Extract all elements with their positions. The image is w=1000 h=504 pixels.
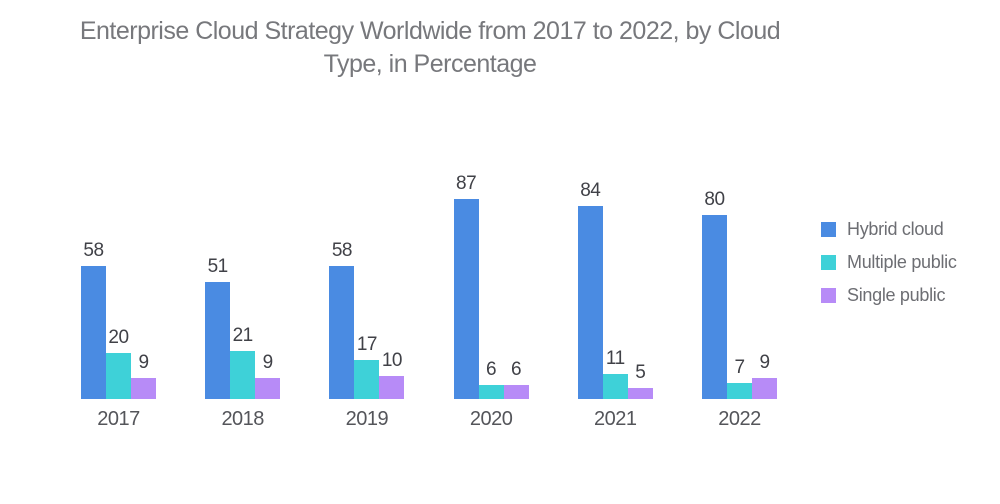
- legend-swatch-hybrid-cloud-icon: [821, 222, 836, 237]
- value-label-single-public-2022: 9: [759, 352, 770, 374]
- bar-single-public-2020: [503, 385, 529, 399]
- bar-hybrid-cloud-2021: [577, 205, 603, 399]
- legend-swatch-single-public-icon: [821, 288, 836, 303]
- legend-label-multiple-public: Multiple public: [847, 252, 957, 272]
- category-label-2018: 2018: [221, 408, 264, 430]
- value-label-hybrid-cloud-2021: 84: [580, 179, 601, 201]
- bar-single-public-2017: [131, 378, 156, 399]
- bar-multiple-public-2019: [354, 359, 380, 399]
- legend-label-single-public: Single public: [847, 285, 946, 305]
- value-label-single-public-2019: 10: [381, 350, 403, 371]
- bar-single-public-2022: [752, 378, 777, 399]
- value-label-multiple-public-2022: 7: [734, 356, 745, 378]
- legend-swatch-multiple-public-icon: [821, 255, 836, 270]
- chart-title-line-1: Enterprise Cloud Strategy Worldwide from…: [79, 17, 781, 45]
- category-label-2021: 2021: [594, 408, 637, 430]
- legend: Hybrid cloud Multiple public Single publ…: [821, 219, 957, 318]
- value-label-single-public-2020: 6: [511, 359, 522, 381]
- bar-single-public-2018: [255, 378, 281, 399]
- bar-hybrid-cloud-2019: [329, 265, 355, 399]
- chart-title-line-2: Type, in Percentage: [323, 50, 537, 78]
- value-label-single-public-2021: 5: [635, 361, 646, 383]
- value-label-multiple-public-2017: 20: [108, 327, 129, 348]
- value-label-multiple-public-2021: 11: [605, 347, 625, 369]
- bar-multiple-public-2020: [478, 385, 504, 399]
- bar-hybrid-cloud-2018: [205, 281, 231, 399]
- value-label-hybrid-cloud-2019: 58: [331, 239, 353, 261]
- value-label-hybrid-cloud-2020: 87: [456, 172, 477, 194]
- value-label-hybrid-cloud-2018: 51: [207, 255, 229, 277]
- category-label-2019: 2019: [345, 408, 389, 430]
- category-label-2017: 2017: [97, 408, 140, 430]
- bar-single-public-2021: [627, 387, 653, 399]
- chart-title: Enterprise Cloud Strategy Worldwide from…: [50, 15, 810, 81]
- value-label-hybrid-cloud-2022: 80: [704, 189, 725, 210]
- bar-hybrid-cloud-2022: [702, 215, 727, 399]
- bar-single-public-2019: [379, 376, 405, 399]
- category-label-2020: 2020: [469, 408, 513, 430]
- legend-item-hybrid-cloud: Hybrid cloud: [821, 219, 957, 240]
- bar-multiple-public-2021: [602, 373, 628, 399]
- bar-multiple-public-2017: [106, 353, 131, 399]
- bar-multiple-public-2022: [727, 382, 752, 399]
- legend-label-hybrid-cloud: Hybrid cloud: [847, 219, 944, 239]
- value-label-single-public-2018: 9: [262, 352, 274, 374]
- value-label-hybrid-cloud-2017: 58: [83, 239, 104, 261]
- category-label-2022: 2022: [718, 408, 761, 430]
- value-label-multiple-public-2019: 17: [356, 333, 378, 355]
- bar-hybrid-cloud-2017: [81, 265, 106, 399]
- bar-hybrid-cloud-2020: [453, 198, 479, 399]
- bar-multiple-public-2018: [230, 350, 256, 399]
- value-label-multiple-public-2018: 21: [232, 324, 254, 346]
- legend-item-multiple-public: Multiple public: [821, 252, 957, 273]
- value-label-single-public-2017: 9: [138, 352, 149, 374]
- value-label-multiple-public-2020: 6: [486, 359, 497, 381]
- legend-item-single-public: Single public: [821, 285, 957, 306]
